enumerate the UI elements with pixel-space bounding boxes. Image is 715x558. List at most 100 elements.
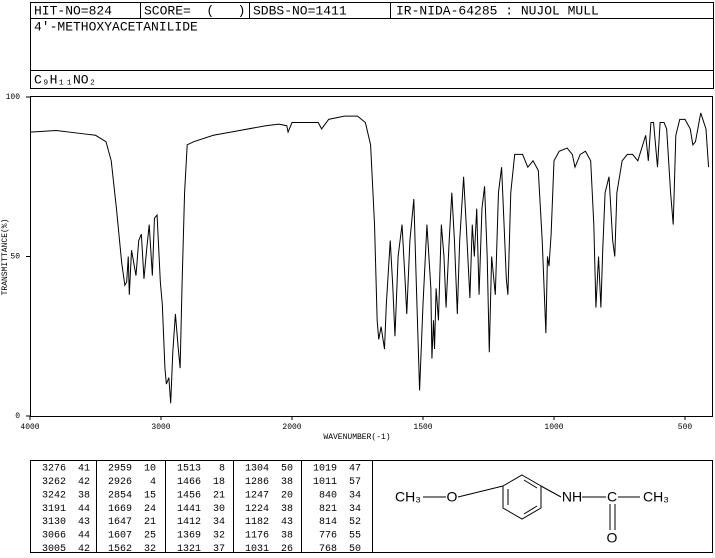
x-tick-label: 1000 [544, 423, 563, 432]
peak-wavenumber: 1182 [245, 517, 269, 528]
peak-wavenumber: 1247 [245, 490, 269, 501]
peak-transmittance: 52 [349, 517, 361, 528]
peak-wavenumber: 2854 [108, 490, 132, 501]
peak-transmittance: 47 [349, 464, 361, 475]
peak-wavenumber: 1321 [177, 544, 201, 553]
peak-transmittance: 21 [144, 517, 156, 528]
y-tick-label: 0 [15, 412, 20, 421]
peak-transmittance: 34 [349, 504, 361, 515]
spectrum-line [29, 112, 710, 404]
method: IR-NIDA-64285 : NUJOL MULL [396, 3, 599, 18]
bond [523, 479, 538, 489]
peak-wavenumber: 1412 [177, 517, 201, 528]
peak-transmittance: 4 [150, 477, 156, 488]
peak-transmittance: 24 [144, 504, 156, 515]
peak-transmittance: 42 [78, 477, 90, 488]
peak-transmittance: 26 [281, 544, 293, 553]
peak-transmittance: 55 [349, 531, 361, 542]
peak-transmittance: 20 [281, 490, 293, 501]
hit-no: HIT-NO=824 [34, 3, 112, 18]
atom: CH₃ [643, 489, 669, 505]
peak-transmittance: 37 [213, 544, 225, 553]
peak-transmittance: 25 [144, 531, 156, 542]
peak-wavenumber: 768 [319, 544, 337, 553]
peak-transmittance: 42 [78, 544, 90, 553]
plot-frame [30, 96, 713, 417]
peak-transmittance: 57 [349, 477, 361, 488]
peak-transmittance: 30 [213, 504, 225, 515]
structure-box [372, 460, 713, 553]
x-tick-label: 4000 [20, 423, 39, 432]
structure [423, 474, 640, 530]
peak-wavenumber: 1286 [245, 477, 269, 488]
peak-transmittance: 21 [213, 490, 225, 501]
peak-transmittance: 38 [281, 477, 293, 488]
peak-wavenumber: 1513 [177, 464, 201, 475]
peak-wavenumber: 1466 [177, 477, 201, 488]
peak-wavenumber: 1019 [313, 464, 337, 475]
peak-transmittance: 32 [144, 544, 156, 553]
peak-wavenumber: 1647 [108, 517, 132, 528]
bond [457, 485, 504, 498]
header-box [30, 2, 714, 89]
peak-transmittance: 15 [144, 490, 156, 501]
atom: C [607, 489, 617, 505]
peak-wavenumber: 1224 [245, 504, 269, 515]
peak-wavenumber: 3130 [42, 517, 66, 528]
sdbs-no: SDBS-NO=1411 [253, 3, 347, 18]
peak-transmittance: 43 [78, 517, 90, 528]
peak-transmittance: 38 [281, 504, 293, 515]
score: SCORE= ( ) [144, 3, 245, 18]
peak-wavenumber: 776 [319, 531, 337, 542]
peak-transmittance: 8 [219, 464, 225, 475]
atom: CH₃ [395, 489, 421, 505]
atom: NH [562, 489, 582, 505]
x-tick-label: 500 [678, 423, 693, 432]
peak-wavenumber: 821 [319, 504, 337, 515]
peak-wavenumber: 3262 [42, 477, 66, 488]
peak-wavenumber: 2959 [108, 464, 132, 475]
peak-transmittance: 34 [349, 490, 361, 501]
peak-wavenumber: 3191 [42, 504, 66, 515]
peak-wavenumber: 2926 [108, 477, 132, 488]
y-tick-label: 100 [6, 93, 21, 102]
peak-wavenumber: 3276 [42, 464, 66, 475]
peak-transmittance: 38 [281, 531, 293, 542]
peak-wavenumber: 840 [319, 490, 337, 501]
x-tick-label: 2000 [282, 423, 301, 432]
peak-transmittance: 34 [213, 517, 225, 528]
peak-wavenumber: 1441 [177, 504, 201, 515]
peak-wavenumber: 1304 [245, 464, 269, 475]
peak-wavenumber: 1607 [108, 531, 132, 542]
atom: O [607, 530, 618, 546]
atom: O [447, 489, 458, 505]
peak-transmittance: 41 [78, 464, 90, 475]
x-axis-label: WAVENUMBER(-1) [323, 433, 390, 442]
peak-wavenumber: 1456 [177, 490, 201, 501]
peak-transmittance: 10 [144, 464, 156, 475]
peak-wavenumber: 814 [319, 517, 337, 528]
bond [540, 485, 562, 498]
peak-transmittance: 18 [213, 477, 225, 488]
benzene-ring [502, 474, 542, 520]
peak-wavenumber: 1562 [108, 544, 132, 553]
y-tick-label: 50 [10, 253, 20, 262]
peak-transmittance: 38 [78, 490, 90, 501]
x-tick-label: 1500 [413, 423, 432, 432]
peak-transmittance: 50 [281, 464, 293, 475]
peak-transmittance: 44 [78, 531, 90, 542]
peak-wavenumber: 1031 [245, 544, 269, 553]
peak-transmittance: 32 [213, 531, 225, 542]
compound-name: 4'-METHOXYACETANILIDE [34, 19, 198, 34]
y-axis-label: TRANSMITTANCE(%) [1, 219, 10, 296]
peak-transmittance: 44 [78, 504, 90, 515]
peak-wavenumber: 1176 [245, 531, 269, 542]
peak-transmittance: 50 [349, 544, 361, 553]
bond [523, 505, 538, 515]
peak-wavenumber: 1669 [108, 504, 132, 515]
formula: C₉H₁₁NO₂ [34, 72, 96, 87]
peak-transmittance: 43 [281, 517, 293, 528]
peak-wavenumber: 3242 [42, 490, 66, 501]
